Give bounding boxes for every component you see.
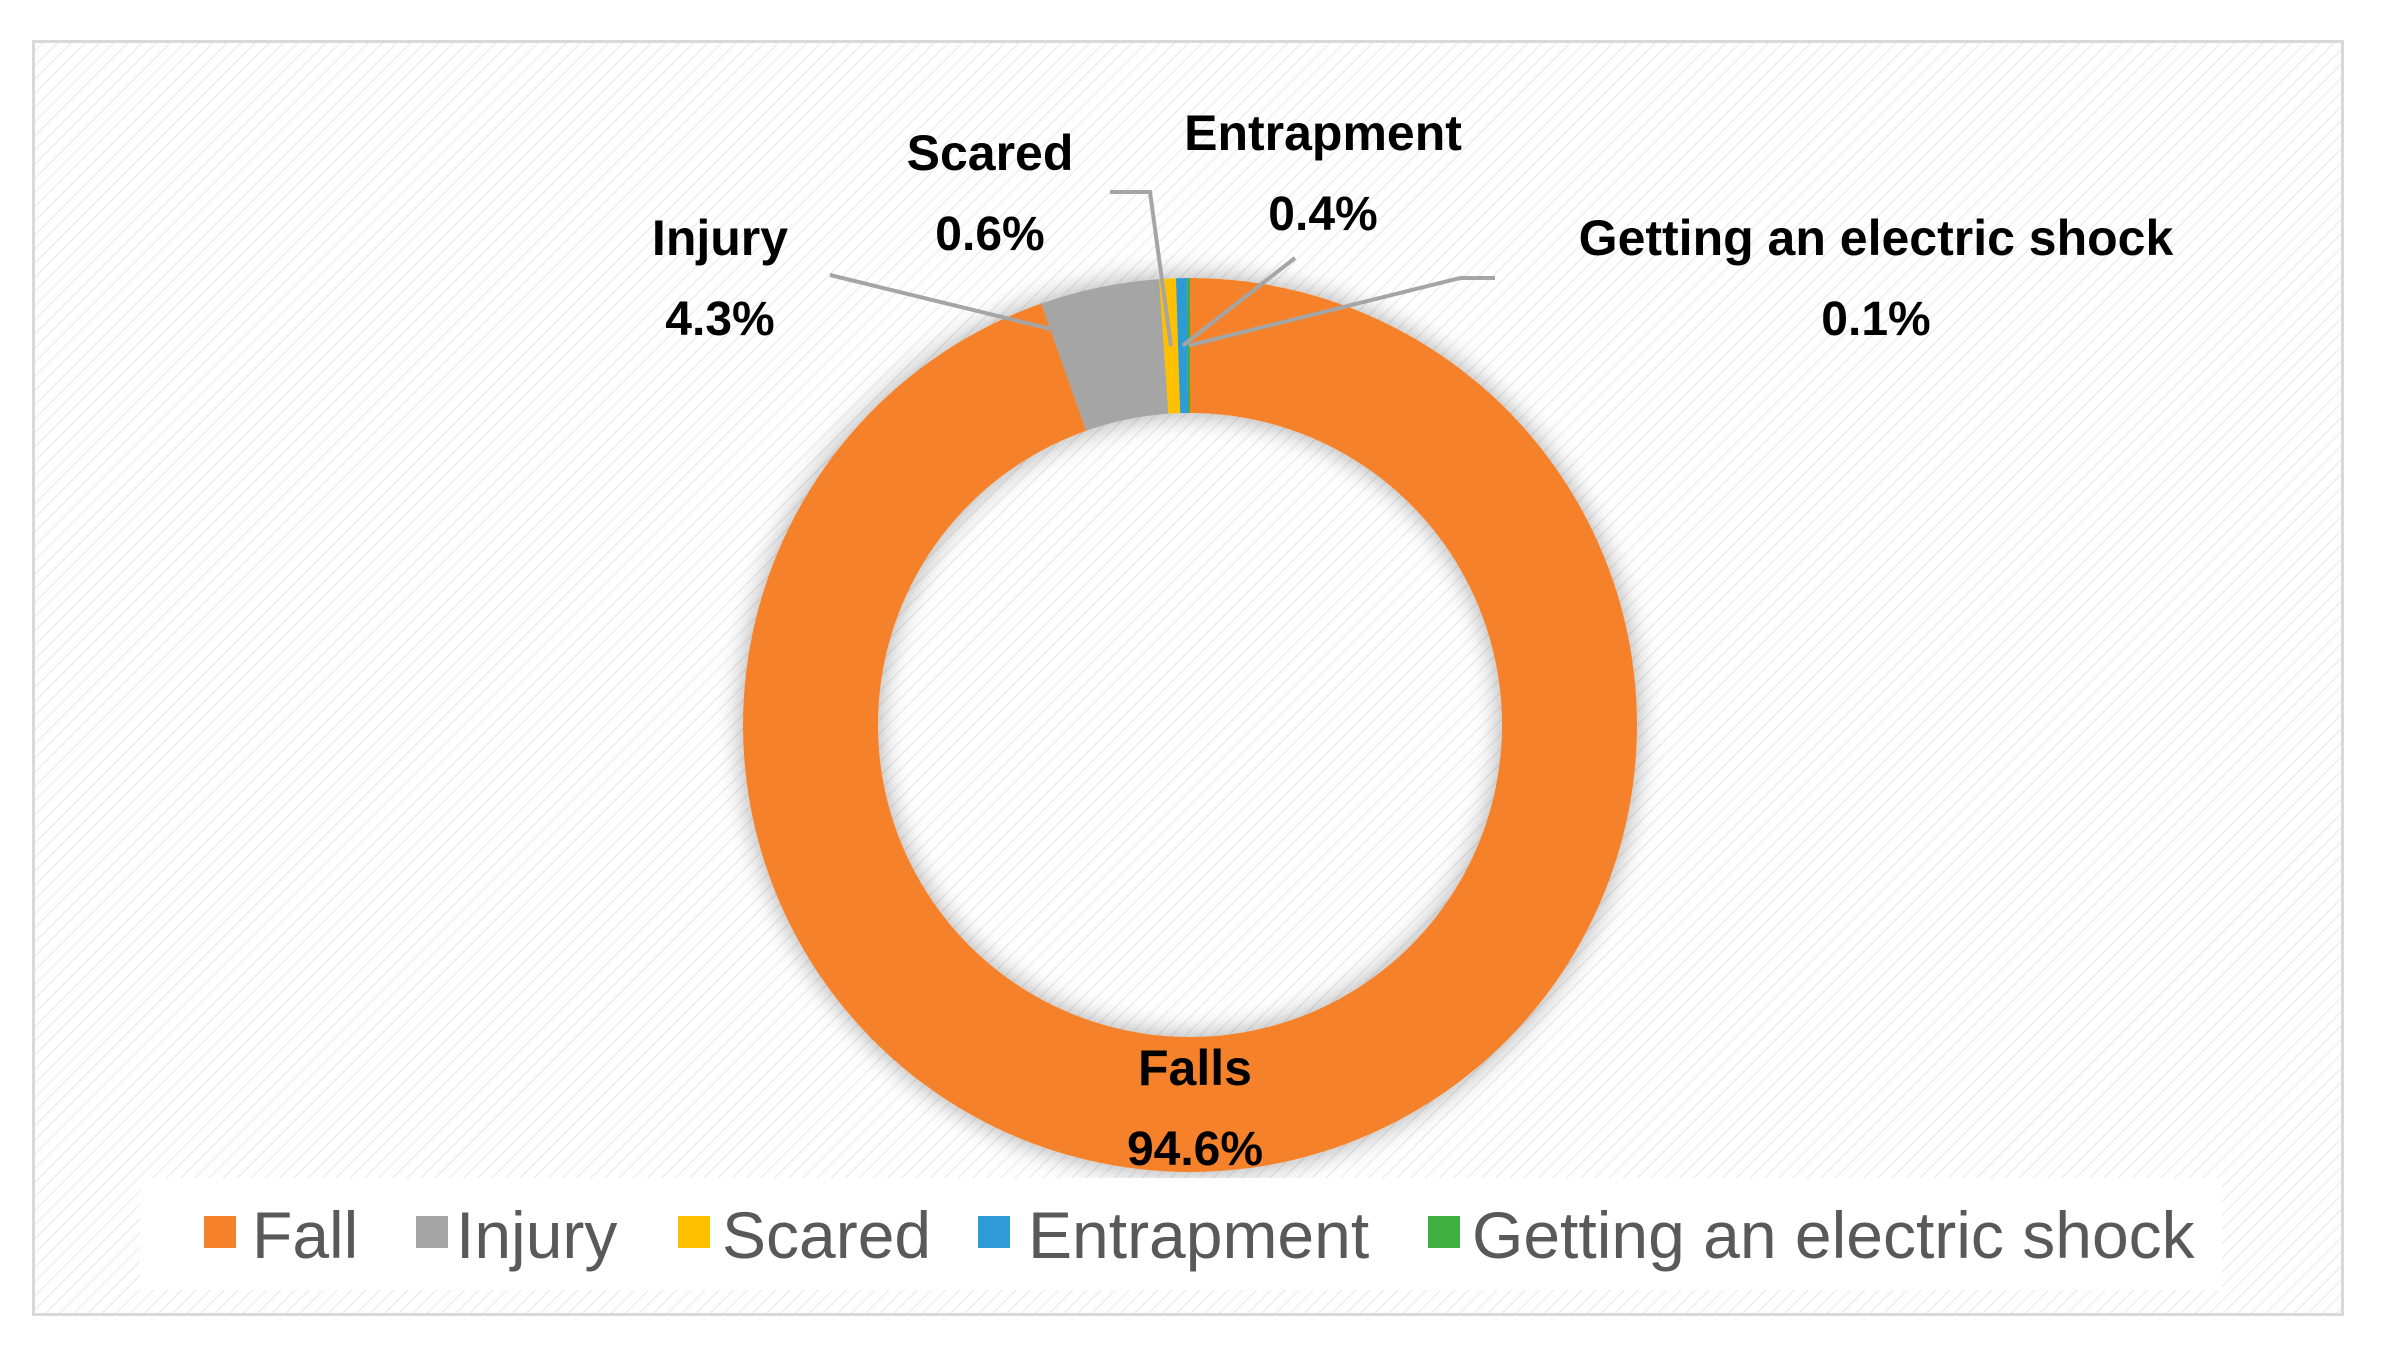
data-labels: Injury 4.3% Scared 0.6% Entrapment 0.4% …: [652, 105, 2174, 1176]
label-falls-value: 94.6%: [1127, 1123, 1263, 1176]
chart-frame: [32, 40, 2344, 1316]
label-shock-value: 0.1%: [1821, 293, 1930, 346]
leader-line-injury: [829, 273, 1114, 356]
legend-swatch-entrapment: [978, 1216, 1010, 1248]
leader-lines: [829, 190, 1495, 356]
leader-line-scared: [1110, 190, 1173, 347]
label-shock-name: Getting an electric shock: [1579, 210, 2174, 266]
label-entrapment-value: 0.4%: [1268, 188, 1377, 241]
legend: Fall Injury Scared Entrapment Getting an…: [204, 1198, 2196, 1272]
legend-swatch-injury: [416, 1216, 448, 1248]
legend-label-shock: Getting an electric shock: [1472, 1198, 2196, 1272]
legend-swatch-fall: [204, 1216, 236, 1248]
legend-label-injury: Injury: [456, 1198, 617, 1272]
donut-slices: [742, 278, 1637, 1172]
label-injury-value: 4.3%: [665, 293, 774, 346]
slice-entrapment: [1175, 278, 1189, 414]
label-scared-value: 0.6%: [935, 208, 1044, 261]
leader-line-shock: [1188, 276, 1495, 348]
label-injury-name: Injury: [652, 210, 788, 266]
legend-label-scared: Scared: [722, 1198, 931, 1272]
leader-line-entrapment: [1181, 256, 1297, 348]
label-entrapment-name: Entrapment: [1184, 105, 1462, 161]
legend-label-fall: Fall: [252, 1198, 358, 1272]
label-scared-name: Scared: [907, 125, 1074, 181]
slice-fall: [742, 278, 1637, 1172]
legend-swatch-scared: [678, 1216, 710, 1248]
legend-swatch-shock: [1428, 1216, 1460, 1248]
slice-injury: [1041, 279, 1169, 431]
slice-getting-an-electric-shock: [1187, 278, 1190, 414]
label-falls-name: Falls: [1138, 1040, 1252, 1096]
legend-label-entrapment: Entrapment: [1028, 1198, 1369, 1272]
legend-background: [140, 1178, 2222, 1290]
